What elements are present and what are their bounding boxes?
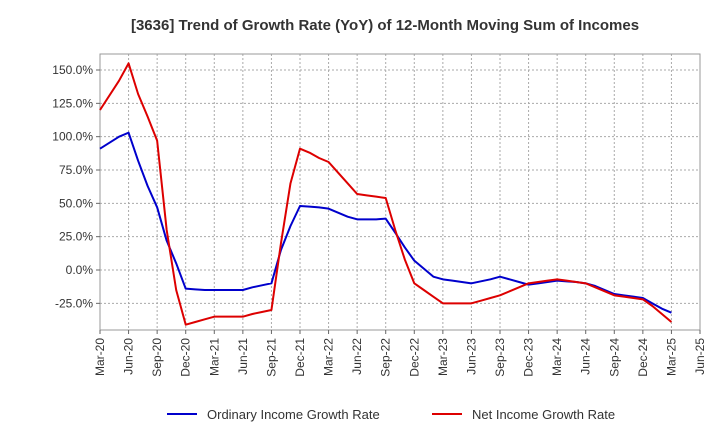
y-tick-label: 50.0% [59,196,93,210]
x-tick-label: Mar-20 [93,338,107,376]
x-tick-label: Mar-25 [664,338,678,376]
plot-border [99,53,701,331]
y-tick-label: 100.0% [52,130,93,144]
y-tick-label: 25.0% [59,230,93,244]
plot-frame [99,53,701,331]
x-tick-label: Dec-22 [407,338,421,377]
x-tick-label: Jun-21 [236,338,250,375]
x-tick-label: Jun-23 [464,338,478,375]
x-tick-label: Dec-20 [179,338,193,377]
x-tick-label: Jun-25 [693,338,707,375]
x-tick-label: Sep-22 [379,338,393,377]
y-tick-label: 0.0% [66,263,94,277]
x-tick-label: Dec-23 [522,338,536,377]
y-axis: 150.0% 125.0% 100.0% 75.0% 50.0% 25.0% 0.0% -25… [52,63,100,310]
x-tick-label: Sep-21 [264,338,278,377]
y-tick-label: 125.0% [52,96,93,110]
legend: Ordinary Income Growth Rate Net Income G… [167,407,615,422]
x-tick-label: Mar-22 [322,338,336,376]
series-lines [99,62,673,326]
x-tick-label: Sep-23 [493,338,507,377]
x-tick-label: Sep-20 [150,338,164,377]
chart-title: [3636] Trend of Growth Rate (YoY) of 12-… [131,17,639,34]
x-tick-label: Mar-24 [550,338,564,376]
x-tick-label: Jun-22 [350,338,364,375]
legend-label-ordinary: Ordinary Income Growth Rate [207,407,380,422]
x-tick-label: Jun-24 [579,338,593,375]
x-tick-label: Sep-24 [607,338,621,377]
x-axis: Mar-20 Jun-20 Sep-20 Dec-20 Mar-21 Jun-21 Sep-… [93,330,707,377]
x-tick-label: Dec-24 [636,338,650,377]
y-tick-label: 150.0% [52,63,93,77]
y-tick-label: 75.0% [59,163,93,177]
series-line-net-income [99,62,673,326]
x-tick-label: Mar-21 [207,338,221,376]
x-tick-label: Jun-20 [122,338,136,375]
legend-label-net: Net Income Growth Rate [472,407,615,422]
x-tick-label: Dec-21 [293,338,307,377]
x-tick-label: Mar-23 [436,338,450,376]
y-tick-label: -25.0% [55,296,93,310]
